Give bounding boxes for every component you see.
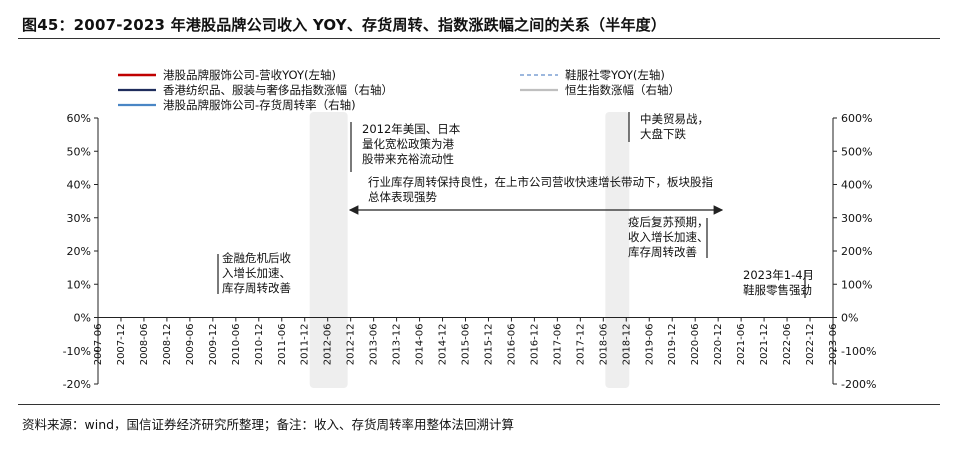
y-left-tick-label: 10% xyxy=(67,278,91,291)
y-left-tick-label: 20% xyxy=(67,245,91,258)
y-right-tick-label: 500% xyxy=(841,145,872,158)
x-tick-label: 2023-06 xyxy=(828,324,839,366)
annotation-line: 大盘下跌 xyxy=(640,127,686,141)
x-tick-label: 2014-06 xyxy=(415,324,426,366)
y-left-tick-label: -10% xyxy=(63,345,91,358)
shaded-period-1 xyxy=(309,112,348,388)
annotation-line: 量化宽松政策为港 xyxy=(362,137,454,151)
shaded-period-2 xyxy=(605,112,630,388)
y-right-tick-label: 100% xyxy=(841,278,872,291)
y-right-tick-label: -200% xyxy=(841,378,876,391)
x-tick-label: 2016-12 xyxy=(529,324,540,366)
x-tick-label: 2007-12 xyxy=(116,324,127,366)
x-tick-label: 2015-06 xyxy=(461,324,472,366)
annotation-line: 鞋服零售强劲 xyxy=(743,283,812,297)
y-right-tick-label: 600% xyxy=(841,112,872,125)
x-tick-label: 2014-12 xyxy=(438,324,449,366)
y-right-tick-label: 300% xyxy=(841,212,872,225)
x-tick-label: 2019-12 xyxy=(667,324,678,366)
shaded-periods xyxy=(309,112,630,388)
top-rule xyxy=(18,38,940,39)
x-tick-label: 2008-12 xyxy=(162,324,173,366)
x-tick-label: 2010-06 xyxy=(231,324,242,366)
annotation-trade: 中美贸易战，大盘下跌 xyxy=(640,112,709,141)
annotation-line: 行业库存周转保持良性，在上市公司营收快速增长带动下，板块股指 xyxy=(368,175,713,189)
annotation-line: 2023年1-4月 xyxy=(743,268,814,282)
legend-label: 港股品牌服饰公司-营收YOY(左轴) xyxy=(163,68,336,82)
y-left-tick-label: 30% xyxy=(67,212,91,225)
x-tick-label: 2009-06 xyxy=(185,324,196,366)
x-tick-label: 2011-06 xyxy=(277,324,288,366)
y-right-tick-label: 200% xyxy=(841,245,872,258)
x-tick-label: 2012-12 xyxy=(346,324,357,366)
y-right-tick-label: 400% xyxy=(841,179,872,192)
annotation-covid: 疫后复苏预期，收入增长加速、库存周转改善 xyxy=(628,215,709,259)
annotation-line: 金融危机后收 xyxy=(222,251,291,265)
axes: 60% 50% 40% 30% 20% 10% 0% -10% -20% 600% 500% 400%… xyxy=(63,112,877,391)
x-tick-label: 2011-12 xyxy=(300,324,311,366)
chart-title: 图45：2007-2023 年港股品牌公司收入 YOY、存货周转、指数涨跌幅之间… xyxy=(22,16,667,34)
y-left-tick-label: 0% xyxy=(74,312,91,325)
x-tick-label: 2018-12 xyxy=(621,324,632,366)
x-tick-label: 2021-06 xyxy=(736,324,747,366)
legend: 港股品牌服饰公司-营收YOY(左轴) 鞋服社零YOY(左轴) 香港纺织品、服装与奢侈… xyxy=(118,68,680,112)
x-tick-label: 2013-06 xyxy=(369,324,380,366)
y-left-tick-label: 50% xyxy=(67,145,91,158)
y-left-tick-label: -20% xyxy=(63,378,91,391)
x-tick-label: 2017-06 xyxy=(552,324,563,366)
annotation-line: 库存周转改善 xyxy=(628,245,697,259)
source-note: 资料来源：wind，国信证券经济研究所整理；备注：收入、存货周转率用整体法回溯计… xyxy=(22,417,515,432)
legend-label: 港股品牌服饰公司-存货周转率（右轴) xyxy=(163,98,356,112)
annotation-line: 收入增长加速、 xyxy=(628,230,709,244)
legend-label: 恒生指数涨幅（右轴） xyxy=(565,83,680,97)
legend-label: 鞋服社零YOY(左轴) xyxy=(565,68,665,82)
x-tick-label: 2022-06 xyxy=(782,324,793,366)
annotation-line: 入增长加速、 xyxy=(222,266,291,280)
x-tick-label: 2008-06 xyxy=(139,324,150,366)
x-tick-label: 2020-06 xyxy=(690,324,701,366)
bottom-rule xyxy=(18,404,940,405)
x-tick-label: 2010-12 xyxy=(254,324,265,366)
y-right-tick-label: 0% xyxy=(841,312,858,325)
x-tick-label: 2019-06 xyxy=(644,324,655,366)
x-tick-label: 2012-06 xyxy=(323,324,334,366)
x-tick-label: 2016-06 xyxy=(506,324,517,366)
x-tick-label: 2009-12 xyxy=(208,324,219,366)
annotation-line: 中美贸易战， xyxy=(640,112,709,126)
annotation-line: 库存周转改善 xyxy=(222,281,291,295)
x-tick-label: 2017-12 xyxy=(575,324,586,366)
x-tick-label: 2007-06 xyxy=(93,324,104,366)
x-tick-label: 2013-12 xyxy=(392,324,403,366)
x-tick-label: 2020-12 xyxy=(713,324,724,366)
annotation-line: 总体表现强势 xyxy=(368,190,437,204)
annotation-line: 股带来充裕流动性 xyxy=(362,152,454,166)
y-left-tick-label: 40% xyxy=(67,179,91,192)
x-tick-label: 2021-12 xyxy=(759,324,770,366)
y-left-tick-label: 60% xyxy=(67,112,91,125)
annotation-line: 疫后复苏预期， xyxy=(628,215,709,229)
legend-label: 香港纺织品、服装与奢侈品指数涨幅（右轴） xyxy=(163,83,393,97)
annotation-line: 2012年美国、日本 xyxy=(362,122,461,136)
x-tick-label: 2022-12 xyxy=(805,324,816,366)
x-tick-label: 2018-06 xyxy=(598,324,609,366)
x-tick-label: 2015-12 xyxy=(483,324,494,366)
y-right-tick-label: -100% xyxy=(841,345,876,358)
